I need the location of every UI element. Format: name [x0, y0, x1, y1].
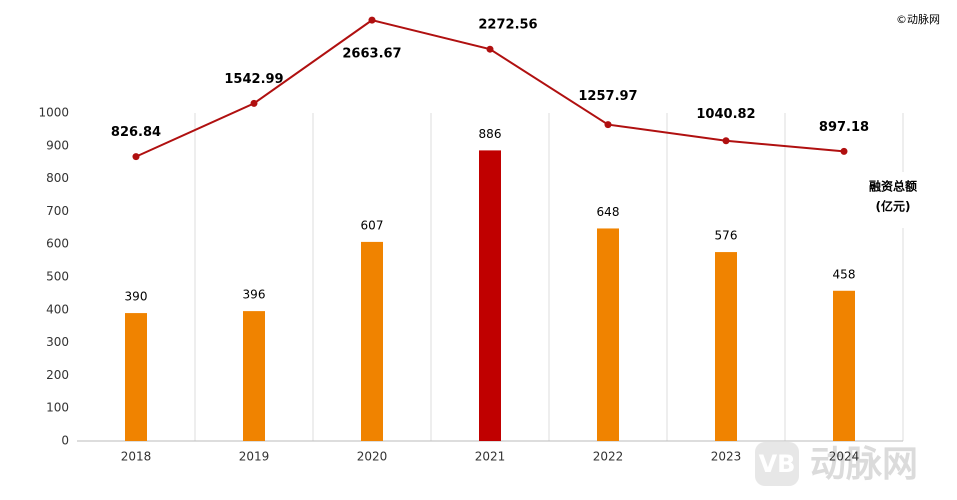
x-tick-label: 2023 [711, 450, 742, 464]
bar [715, 252, 737, 441]
y-tick-label: 800 [46, 171, 69, 185]
line-point [368, 16, 376, 24]
watermark-logo-letter: VB [759, 450, 796, 478]
bar-value-label: 648 [597, 205, 620, 219]
bar [361, 241, 383, 441]
bar-value-label: 576 [715, 229, 738, 243]
line-point [722, 137, 730, 145]
bar [479, 150, 501, 441]
bar-value-label: 458 [833, 267, 856, 281]
copyright: ©动脉网 [896, 12, 940, 26]
x-tick-label: 2020 [357, 450, 388, 464]
y-tick-label: 700 [46, 204, 69, 218]
watermark: VB 动脉网 [755, 442, 918, 486]
line-point [486, 45, 494, 53]
bar-value-label: 607 [361, 218, 384, 232]
x-tick-label: 2019 [239, 450, 270, 464]
line-value-label: 1542.99 [224, 72, 283, 87]
watermark-text: 动脉网 [810, 444, 918, 485]
x-tick-label: 2024 [829, 450, 860, 464]
line-point [132, 153, 140, 161]
line-point [604, 121, 612, 129]
bar [125, 313, 147, 441]
legend-label: 融资总额 [869, 179, 917, 194]
y-tick-label: 900 [46, 138, 69, 152]
line-point [250, 99, 258, 107]
line-value-label: 1040.82 [696, 107, 755, 122]
y-tick-label: 200 [46, 368, 69, 382]
line-value-label: 2663.67 [342, 47, 401, 62]
y-tick-label: 0 [61, 434, 69, 448]
bar [833, 290, 855, 441]
bar [243, 311, 265, 441]
legend-bg [858, 172, 928, 228]
bar-value-label: 390 [125, 290, 148, 304]
y-tick-label: 500 [46, 270, 69, 284]
y-tick-label: 400 [46, 302, 69, 316]
bar [597, 228, 619, 441]
line-value-label: 897.18 [819, 120, 869, 135]
x-tick-label: 2018 [121, 450, 152, 464]
legend-unit: (亿元) [876, 199, 911, 214]
x-tick-label: 2021 [475, 450, 506, 464]
x-tick-label: 2022 [593, 450, 624, 464]
y-tick-label: 600 [46, 237, 69, 251]
y-tick-label: 1000 [38, 106, 69, 120]
watermark-logo [755, 442, 799, 486]
line-value-label: 1257.97 [578, 89, 637, 104]
bar-value-label: 886 [479, 127, 502, 141]
y-tick-label: 300 [46, 335, 69, 349]
line-value-label: 2272.56 [478, 18, 537, 33]
line-value-label: 826.84 [111, 125, 161, 140]
bar-value-label: 396 [243, 288, 266, 302]
line-point [840, 147, 848, 155]
y-tick-label: 100 [46, 401, 69, 415]
